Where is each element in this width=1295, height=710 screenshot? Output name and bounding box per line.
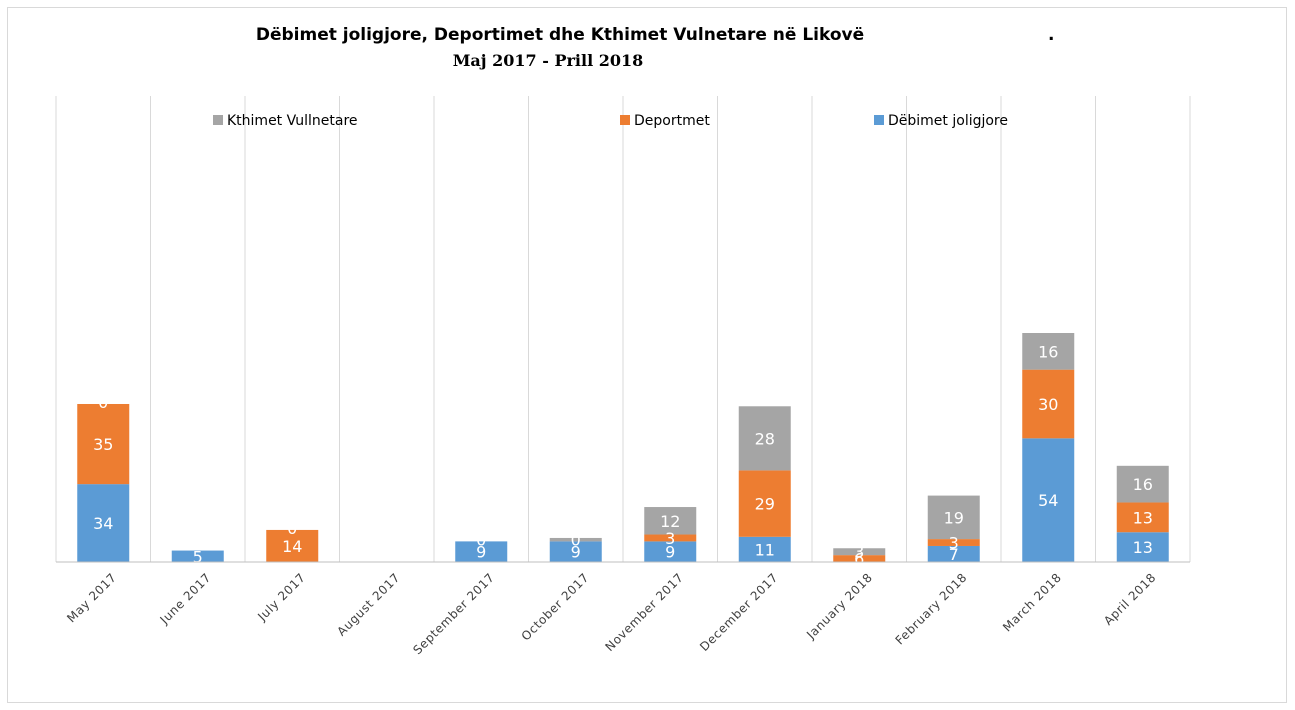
- bar-deportmet-march-2018: [1022, 369, 1075, 439]
- bar-deportmet-january-2018: [833, 555, 886, 562]
- data-label: 0: [98, 393, 108, 412]
- bar-deportmet-february-2018: [927, 539, 980, 546]
- legend: Kthimet Vullnetare Deportmet Dëbimet jolig…: [213, 113, 1008, 129]
- data-label: 16: [1038, 342, 1058, 361]
- chart-frame: Dëbimet joligjore, Deportimet dhe Kthime…: [7, 7, 1287, 703]
- data-label: 12: [660, 512, 680, 531]
- bar-debimet-joligjore-june-2017: [171, 550, 224, 562]
- data-label: 54: [1038, 491, 1058, 510]
- bar-kthimet-vullnetare-march-2018: [1022, 333, 1075, 370]
- x-tick-label: June 2017: [157, 570, 214, 627]
- bars-group: [77, 333, 1169, 562]
- legend-label-kthimet-vullnetare: Kthimet Vullnetare: [227, 113, 358, 129]
- legend-swatch-kthimet-vullnetare: [213, 115, 223, 125]
- legend-swatch-deportmet: [620, 115, 630, 125]
- x-tick-label: May 2017: [64, 570, 119, 625]
- x-tick-label: April 2018: [1101, 570, 1159, 628]
- data-label: 34: [93, 514, 113, 533]
- data-label: 3: [854, 543, 864, 562]
- data-label: 13: [1133, 538, 1153, 557]
- x-tick-label: September 2017: [410, 570, 497, 657]
- data-label: 29: [755, 495, 775, 514]
- bar-deportmet-april-2018: [1116, 502, 1169, 533]
- title-mark: .: [1048, 25, 1054, 45]
- data-label: 3: [949, 534, 959, 553]
- bar-debimet-joligjore-may-2017: [77, 484, 130, 562]
- data-label: 3: [665, 529, 675, 548]
- x-tick-label: February 2018: [893, 570, 970, 647]
- bar-debimet-joligjore-september-2017: [455, 541, 508, 562]
- bar-kthimet-vullnetare-december-2017: [738, 406, 791, 471]
- data-label: 30: [1038, 395, 1058, 414]
- x-tick-label: December 2017: [697, 570, 781, 654]
- data-label: 6: [854, 550, 864, 569]
- data-label: 35: [93, 435, 113, 454]
- gridlines: [55, 96, 1191, 562]
- chart-subtitle: Maj 2017 - Prill 2018: [453, 51, 644, 70]
- bar-debimet-joligjore-october-2017: [549, 541, 602, 562]
- x-tick-label: November 2017: [603, 570, 687, 654]
- legend-label-deportmet: Deportmet: [634, 113, 710, 129]
- data-label: 7: [949, 545, 959, 564]
- bar-debimet-joligjore-december-2017: [738, 536, 791, 562]
- bar-kthimet-vullnetare-april-2018: [1116, 465, 1169, 503]
- bar-debimet-joligjore-november-2017: [644, 541, 697, 562]
- data-label: 16: [1133, 475, 1153, 494]
- bar-kthimet-vullnetare-october-2017: [549, 537, 602, 542]
- bar-deportmet-november-2017: [644, 534, 697, 542]
- chart-title: Dëbimet joligjore, Deportimet dhe Kthime…: [256, 25, 864, 45]
- bar-debimet-joligjore-april-2018: [1116, 532, 1169, 562]
- x-tick-label: March 2018: [1000, 570, 1064, 634]
- data-label: 9: [571, 543, 581, 562]
- x-tick-label: August 2017: [334, 570, 403, 639]
- data-label: 0: [476, 530, 486, 549]
- data-label: 14: [282, 537, 302, 556]
- data-label: 0: [287, 519, 297, 538]
- data-label: 5: [193, 547, 203, 566]
- bar-deportmet-december-2017: [738, 470, 791, 537]
- legend-label-debimet-joligjore: Dëbimet joligjore: [888, 113, 1008, 129]
- x-tick-label: July 2017: [254, 570, 308, 624]
- x-tick-label: October 2017: [519, 570, 592, 643]
- legend-swatch-debimet-joligjore: [874, 115, 884, 125]
- data-label: 13: [1133, 508, 1153, 527]
- bar-debimet-joligjore-february-2018: [927, 545, 980, 562]
- bar-kthimet-vullnetare-january-2018: [833, 548, 886, 556]
- data-label: 19: [944, 508, 964, 527]
- data-label: 9: [476, 543, 486, 562]
- data-label: 9: [665, 543, 675, 562]
- data-label: 0: [571, 531, 581, 550]
- x-axis: May 2017 June 2017 July 2017 August 2017 Sep…: [56, 561, 1190, 657]
- stacked-bar-chart: Dëbimet joligjore, Deportimet dhe Kthime…: [55, 25, 1191, 657]
- data-label: 11: [755, 540, 775, 559]
- bar-deportmet-may-2017: [77, 403, 130, 485]
- x-tick-label: January 2018: [803, 570, 875, 642]
- bar-kthimet-vullnetare-february-2018: [927, 495, 980, 540]
- bar-debimet-joligjore-march-2018: [1022, 438, 1075, 562]
- bar-deportmet-july-2017: [266, 529, 319, 562]
- data-label: 28: [755, 429, 775, 448]
- bar-kthimet-vullnetare-november-2017: [644, 507, 697, 535]
